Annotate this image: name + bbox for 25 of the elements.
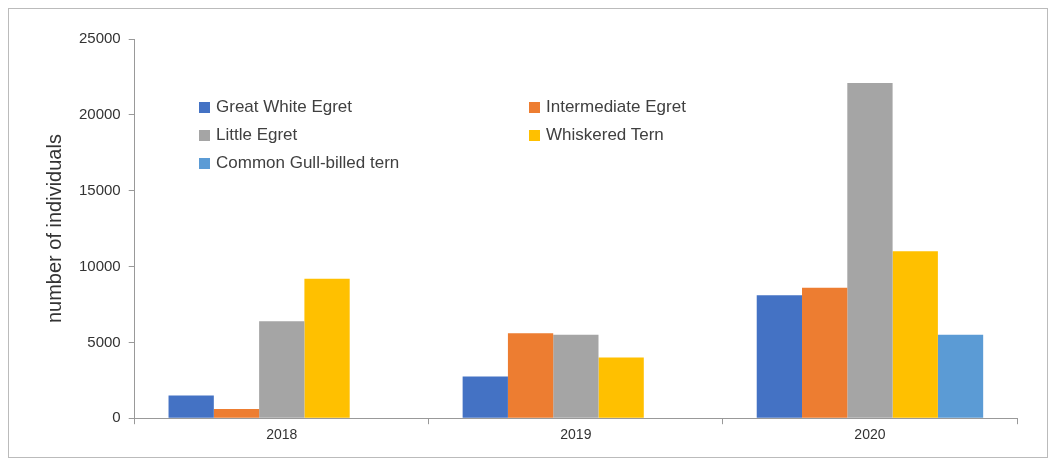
bar — [598, 357, 644, 418]
y-tick-label: 20000 — [78, 104, 121, 122]
bar — [937, 334, 984, 418]
legend-label: Whiskered Tern — [546, 125, 664, 145]
legend-label: Great White Egret — [216, 97, 353, 117]
y-tick-label: 25000 — [78, 29, 121, 47]
bar — [213, 409, 260, 418]
bar — [756, 295, 803, 418]
bar — [802, 287, 848, 418]
bar — [892, 251, 938, 418]
legend-label: Little Egret — [216, 125, 298, 145]
bar — [168, 395, 214, 418]
x-tick-label: 2020 — [854, 426, 886, 443]
y-axis-title: number of individuals — [42, 134, 65, 324]
legend-label: Common Gull-billed tern — [216, 153, 400, 173]
y-tick-label: 10000 — [78, 256, 121, 274]
y-tick-label: 5000 — [87, 332, 121, 350]
x-tick-label: 2018 — [266, 426, 298, 443]
y-tick-label: 0 — [112, 408, 121, 426]
x-tick-label: 2019 — [560, 426, 592, 443]
bar — [462, 376, 508, 418]
legend-label: Intermediate Egret — [546, 97, 686, 117]
bar — [507, 333, 554, 418]
bar — [304, 278, 350, 418]
y-tick-label: 15000 — [78, 180, 121, 198]
